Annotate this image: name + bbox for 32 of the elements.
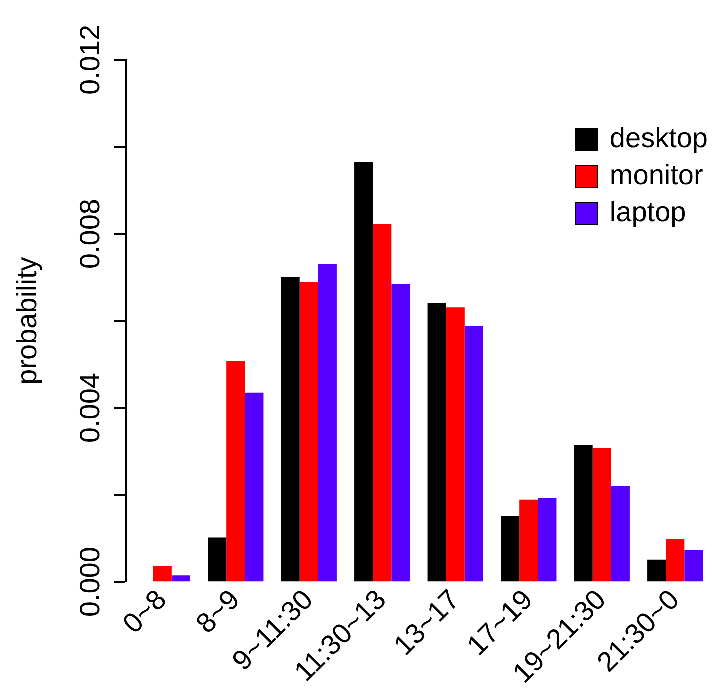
y-tick-label: 0.000 (74, 547, 106, 618)
bar (172, 576, 190, 582)
bar (226, 361, 246, 582)
bar (153, 566, 172, 582)
y-tick-label: 0.012 (74, 24, 106, 96)
bar (648, 560, 666, 582)
bar (208, 538, 227, 582)
bar (501, 516, 520, 582)
bar (520, 500, 538, 582)
legend-label: monitor (610, 160, 704, 191)
bar (592, 448, 612, 582)
bar (464, 326, 484, 582)
bar (446, 308, 465, 582)
y-axis-title: probability (12, 257, 43, 385)
bar (538, 498, 557, 582)
bar (300, 282, 318, 582)
bar (428, 303, 446, 582)
y-tick-label: 0.008 (74, 199, 106, 270)
y-tick-label: 0.004 (74, 373, 106, 444)
x-tick-label: 0~8 (116, 584, 172, 640)
bar (684, 550, 704, 582)
bar (611, 486, 630, 582)
bar (666, 539, 685, 582)
bar (245, 392, 264, 582)
legend-label: desktop (610, 122, 708, 154)
bar (392, 284, 410, 582)
bar (318, 264, 337, 582)
bar (373, 224, 392, 582)
bar (574, 445, 593, 582)
legend-label: laptop (610, 196, 686, 228)
bar (354, 162, 374, 582)
bar (281, 277, 300, 582)
